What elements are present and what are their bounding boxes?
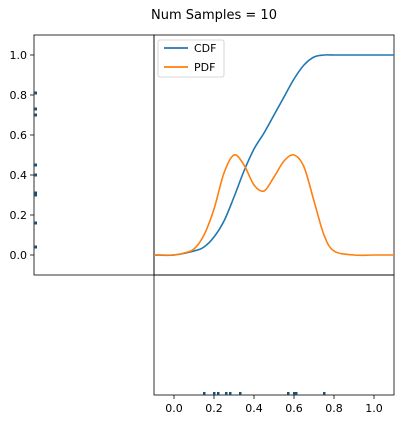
series-lines [153,54,394,257]
x-tick-label: 0.8 [325,402,343,415]
x-tick-label: 0.4 [245,402,263,415]
bottom-marginal-point [295,392,298,395]
series-line-pdf [153,154,394,257]
y-tick-label: 0.0 [10,249,28,262]
left-marginal-point [34,91,37,95]
x-tick-label: 0.0 [165,402,183,415]
left-marginal-point [34,245,37,249]
bottom-marginal-point [225,392,228,395]
left-marginal-point [34,173,37,177]
legend-label-pdf: PDF [194,61,215,74]
bottom-marginal-point [203,392,206,395]
x-tick-label: 0.2 [205,402,223,415]
bottom-marginal-point [323,392,326,395]
axis-ticks: 0.0 0.2 0.4 0.6 0.8 1.0 0.0 0.2 0.4 0.6 0.8 1.0 [10,49,383,415]
left-marginal-point [34,191,37,195]
x-tick-label: 0.6 [285,402,303,415]
legend: CDF PDF [157,39,225,78]
x-tick-label: 1.0 [365,402,383,415]
y-tick-label: 0.2 [10,209,28,222]
legend-label-cdf: CDF [194,42,216,55]
left-marginal-point [34,107,37,111]
bottom-marginal-point [217,392,220,395]
figure-title: Num Samples = 10 [151,8,277,23]
bottom-marginal-point [213,392,216,395]
bottom-marginal-point [229,392,232,395]
left-marginal-point [34,221,37,225]
left-marginal-point [34,163,37,167]
left-marginal-frame [33,34,155,276]
bottom-marginal-point [239,392,242,395]
y-tick-label: 0.6 [10,129,28,142]
y-tick-label: 0.4 [10,169,28,182]
y-tick-label: 0.8 [10,89,28,102]
bottom-marginal-plot [153,274,395,396]
series-line-cdf [153,54,394,257]
bottom-marginal-frame [153,274,395,396]
left-marginal-point [34,193,37,197]
y-tick-label: 1.0 [10,49,28,62]
left-marginal-point [34,113,37,117]
left-marginal-plot [33,34,155,276]
bottom-marginal-point [287,392,290,395]
bottom-marginal-point [293,392,296,395]
marginal-points [34,91,326,395]
